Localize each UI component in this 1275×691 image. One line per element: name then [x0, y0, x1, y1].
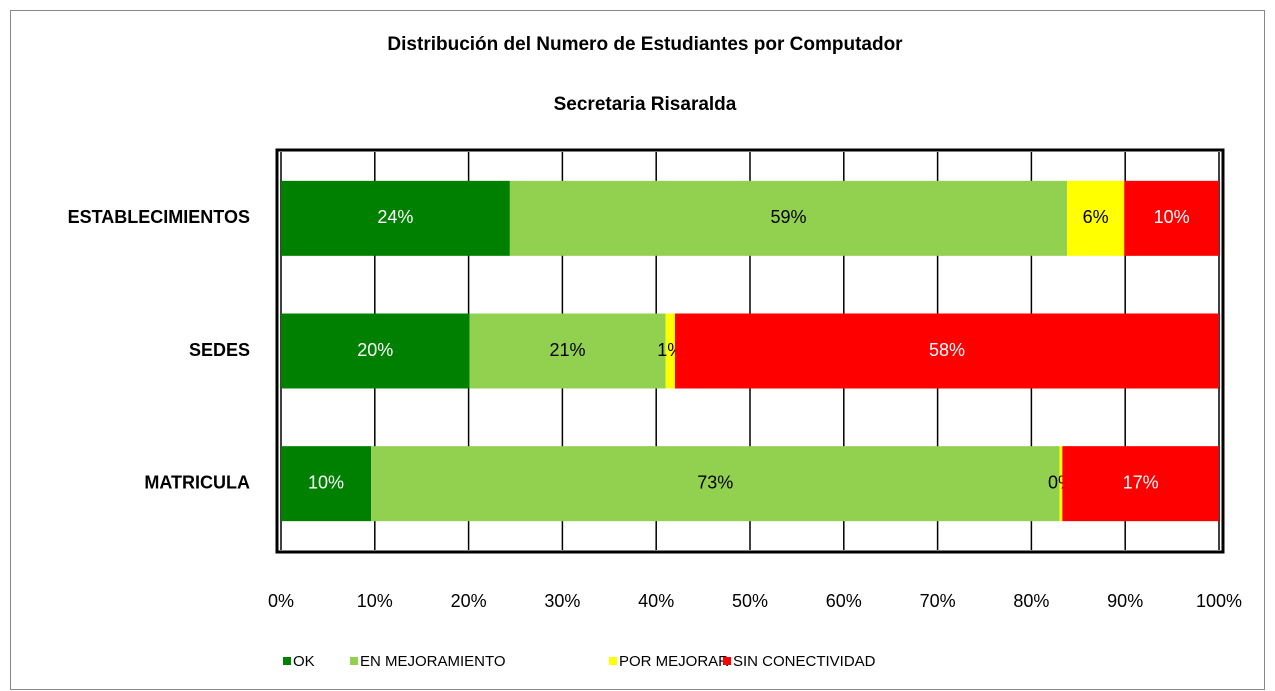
data-label: 6% [1083, 207, 1109, 227]
data-label: 58% [929, 340, 965, 360]
y-tick-label: ESTABLECIMIENTOS [68, 207, 250, 227]
legend-marker [283, 657, 291, 665]
bar [1059, 446, 1063, 522]
data-label: 21% [550, 340, 586, 360]
data-label: 24% [377, 207, 413, 227]
y-tick-label: SEDES [189, 340, 250, 360]
x-tick-label: 70% [920, 591, 956, 611]
bar [674, 313, 1219, 389]
x-tick-label: 0% [268, 591, 294, 611]
bar [281, 313, 470, 389]
legend-marker [723, 657, 731, 665]
legend-label: OK [293, 653, 315, 670]
legend-label: POR MEJORAR [619, 653, 729, 670]
bar [1124, 180, 1219, 256]
data-label: 59% [770, 207, 806, 227]
x-tick-label: 10% [357, 591, 393, 611]
bar [281, 446, 372, 522]
data-label: 20% [357, 340, 393, 360]
bar [1062, 446, 1219, 522]
legend-label: SIN CONECTIVIDAD [733, 653, 876, 670]
bar [469, 313, 666, 389]
bar [509, 180, 1068, 256]
legend-label: EN MEJORAMIENTO [360, 653, 506, 670]
x-tick-label: 50% [732, 591, 768, 611]
legend-marker [609, 657, 617, 665]
x-tick-label: 30% [544, 591, 580, 611]
plot-frame [275, 148, 1225, 554]
data-label: 17% [1123, 472, 1159, 492]
x-tick-label: 80% [1013, 591, 1049, 611]
bar [281, 180, 510, 256]
chart-title: Distribución del Numero de Estudiantes p… [387, 34, 903, 55]
y-tick-label: MATRICULA [144, 472, 250, 492]
data-label: 73% [697, 472, 733, 492]
data-label: 10% [308, 472, 344, 492]
bar [371, 446, 1060, 522]
legend-marker [350, 657, 358, 665]
data-label: 10% [1154, 207, 1190, 227]
x-tick-label: 90% [1107, 591, 1143, 611]
bar [665, 313, 675, 389]
x-tick-label: 100% [1196, 591, 1242, 611]
x-tick-label: 40% [638, 591, 674, 611]
x-tick-label: 60% [826, 591, 862, 611]
chart-subtitle: Secretaria Risaralda [554, 94, 737, 115]
x-tick-label: 20% [451, 591, 487, 611]
bar [1067, 180, 1125, 256]
